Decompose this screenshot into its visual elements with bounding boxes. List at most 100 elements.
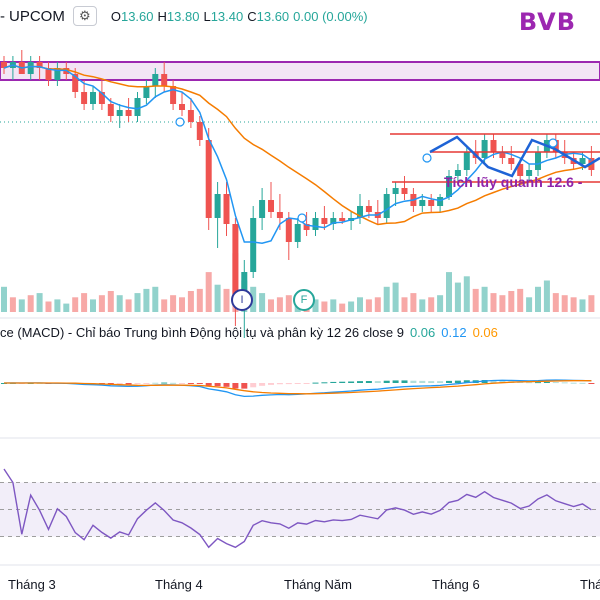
signal-dot	[422, 153, 432, 163]
symbol-selector[interactable]: - UPCOM ⚙	[0, 6, 97, 26]
candle-body	[481, 140, 488, 158]
volume-bar	[463, 276, 470, 312]
candle-body	[27, 62, 34, 74]
macd-histogram-bar	[579, 382, 586, 384]
candle-body	[526, 170, 533, 176]
volume-bar	[18, 299, 25, 312]
chart-header: - UPCOM ⚙ O13.60 H13.80 L13.40 C13.60 0.00 (…	[0, 4, 372, 28]
volume-bar	[392, 282, 399, 312]
candle-body	[134, 98, 141, 116]
ticker-watermark: BVB	[518, 8, 576, 36]
volume-bar	[36, 293, 43, 312]
volume-bar	[348, 301, 355, 312]
macd-histogram-bar	[383, 380, 390, 383]
resistance-zone	[0, 61, 600, 81]
macd-legend: ce (MACD) - Chỉ báo Trung bình Động hội …	[0, 325, 498, 340]
macd-histogram-bar	[392, 380, 399, 383]
macd-histogram-bar	[535, 382, 541, 384]
macd-histogram-bar	[499, 380, 506, 383]
macd-histogram-bar	[276, 383, 283, 385]
candle-body	[72, 74, 79, 92]
macd-histogram-bar	[312, 382, 319, 384]
volume-bar	[72, 297, 79, 312]
macd-histogram-bar	[161, 382, 168, 384]
candle-body	[365, 206, 372, 212]
candle-body	[357, 206, 363, 218]
candle-body	[294, 224, 301, 242]
volume-bar	[579, 299, 586, 312]
candle-body	[401, 188, 408, 194]
event-marker-i[interactable]: I	[231, 289, 253, 311]
ohlc-readout: O13.60 H13.80 L13.40 C13.60 0.00 (0.00%)	[111, 9, 372, 24]
candle-body	[90, 92, 96, 104]
x-tick-label: Tháng 4	[155, 577, 203, 592]
macd-histogram-bar	[250, 383, 257, 388]
candle-body	[214, 194, 221, 218]
candle-body	[437, 197, 444, 206]
volume-bar	[9, 297, 16, 312]
candle-body	[143, 86, 150, 98]
signal-dot	[297, 213, 307, 223]
volume-bar	[285, 295, 292, 312]
ohlc-key: L	[203, 8, 211, 24]
candle-body	[517, 164, 524, 176]
candle-body	[36, 62, 43, 68]
candle-body	[490, 140, 497, 152]
volume-bar	[250, 286, 257, 312]
volume-bar	[116, 295, 123, 312]
candle-body	[428, 200, 435, 206]
macd-histogram-bar	[268, 383, 274, 385]
volume-bar	[134, 293, 141, 312]
macd-histogram-bar	[152, 382, 159, 384]
candle-body	[312, 218, 319, 230]
volume-bar	[410, 293, 417, 312]
symbol-prefix: -	[0, 7, 5, 25]
candle-body	[232, 224, 239, 302]
macd-histogram-bar	[134, 383, 141, 384]
time-axis: Tháng 3 Tháng 4 Tháng Năm Tháng 6 Thá	[0, 577, 600, 593]
settings-icon[interactable]: ⚙	[72, 6, 97, 26]
volume-bar	[561, 295, 568, 312]
volume-bar	[339, 303, 346, 312]
macd-histogram-bar	[107, 383, 114, 385]
volume-bar	[27, 295, 34, 312]
macd-histogram-bar	[214, 383, 221, 387]
candle-body	[116, 110, 123, 116]
x-tick-label: Tháng Năm	[284, 577, 352, 592]
volume-bar	[81, 293, 88, 312]
candle-body	[196, 122, 203, 140]
volume-bar	[321, 301, 328, 312]
volume-bar	[490, 293, 497, 312]
candle-body	[54, 68, 61, 80]
candle-body	[321, 218, 328, 224]
volume-bar	[223, 288, 230, 312]
macd-histogram-bar	[454, 380, 461, 383]
volume-bar	[499, 295, 506, 312]
volume-bar	[125, 299, 132, 312]
candle-body	[250, 218, 257, 272]
volume-bar	[161, 299, 168, 312]
candle-body	[330, 218, 337, 224]
volume-bar	[268, 299, 274, 312]
candle-body	[339, 218, 346, 221]
candle-body	[223, 194, 230, 224]
candle-body	[535, 152, 541, 170]
volume-bar	[374, 297, 381, 312]
event-marker-f[interactable]: F	[293, 289, 315, 311]
candle-body	[241, 272, 248, 302]
macd-histogram-bar	[116, 383, 123, 385]
ohlc-key: C	[247, 8, 257, 24]
candle-body	[508, 158, 515, 164]
macd-histogram-bar	[543, 381, 550, 383]
x-tick-label: Tháng 6	[432, 577, 480, 592]
volume-bar	[454, 282, 461, 312]
macd-histogram-bar	[401, 380, 408, 383]
ohlc-key: H	[157, 8, 167, 24]
macd-histogram-bar	[365, 381, 372, 383]
candle-body	[1, 62, 7, 68]
event-letter: I	[240, 294, 244, 306]
volume-bar	[196, 288, 203, 312]
macd-histogram-bar	[187, 383, 194, 384]
candle-body	[268, 200, 274, 212]
